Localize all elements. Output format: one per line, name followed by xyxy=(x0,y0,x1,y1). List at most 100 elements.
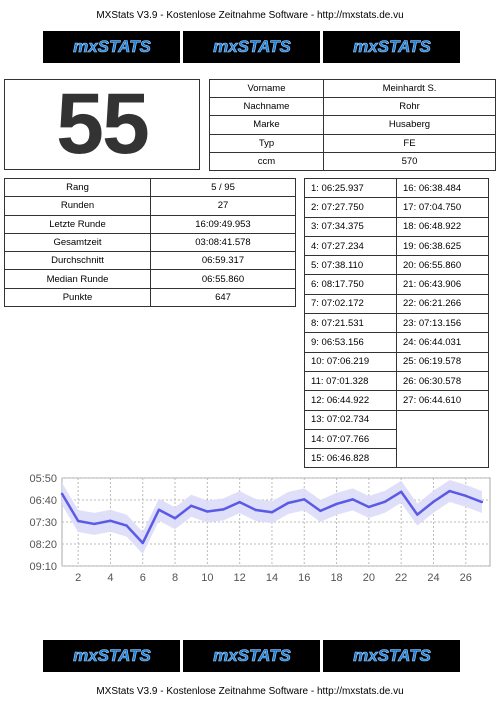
logo-text: mxSTATS xyxy=(353,646,431,665)
field-label: Marke xyxy=(209,115,324,135)
table-row: 2: 07:27.750 17: 07:04.750 xyxy=(304,197,489,218)
stat-value: 06:55.860 xyxy=(150,269,296,289)
x-tick-label: 20 xyxy=(363,572,375,584)
table-row: Punkte 647 xyxy=(4,287,296,308)
lap-time: 8: 07:21.531 xyxy=(304,313,397,334)
table-row: 10: 07:06.219 25: 06:19.578 xyxy=(304,351,489,372)
table-row: 3: 07:34.375 18: 06:48.922 xyxy=(304,216,489,237)
x-tick-label: 8 xyxy=(172,572,178,584)
lap-time: 24: 06:44.031 xyxy=(396,332,489,353)
data-point xyxy=(173,517,177,520)
stat-label: Gesamtzeit xyxy=(4,232,151,253)
lap-time: 7: 07:02.172 xyxy=(304,293,397,315)
table-row: 1: 06:25.937 16: 06:38.484 xyxy=(304,177,489,199)
data-point xyxy=(222,508,225,511)
data-point xyxy=(254,508,258,512)
table-row: 14: 07:07.766 xyxy=(304,428,489,450)
data-point xyxy=(383,500,387,503)
x-tick-label: 10 xyxy=(201,572,213,584)
data-point xyxy=(141,541,144,545)
lap-time: 21: 06:43.906 xyxy=(396,274,489,295)
stat-label: Durchschnitt xyxy=(4,251,151,271)
field-value: Meinhardt S. xyxy=(323,78,496,99)
data-point xyxy=(125,524,128,527)
x-tick-label: 12 xyxy=(234,572,246,584)
rider-number: 55 xyxy=(56,76,150,172)
table-row: 5: 07:38.110 20: 06:55.860 xyxy=(304,255,489,276)
data-point xyxy=(157,508,161,511)
lap-time: 11: 07:01.328 xyxy=(304,370,397,392)
table-row: Marke Husaberg xyxy=(209,115,496,135)
series-band xyxy=(62,480,482,555)
data-point xyxy=(76,519,80,523)
lap-time: 12: 06:44.922 xyxy=(304,390,397,411)
x-tick-label: 24 xyxy=(427,572,439,584)
empty-cell xyxy=(397,410,489,429)
lap-time: 26: 06:30.578 xyxy=(396,370,489,392)
data-point xyxy=(270,511,274,514)
table-row: 9: 06:53.156 24: 06:44.031 xyxy=(304,332,489,353)
field-label: Vorname xyxy=(209,78,324,99)
stats-table: Rang 5 / 95 Runden 27 Letzte Runde 16:09:49… xyxy=(4,177,296,308)
table-row: 12: 06:44.922 27: 06:44.610 xyxy=(304,390,489,411)
table-row: 11: 07:01.328 26: 06:30.578 xyxy=(304,370,489,392)
field-value: FE xyxy=(323,133,496,153)
table-row: Durchschnitt 06:59.317 xyxy=(4,251,296,271)
mxstats-logo: mxSTATS xyxy=(43,640,180,672)
table-row: Nachname Rohr xyxy=(209,97,496,117)
logo-row-top: mxSTATS mxSTATS mxSTATS xyxy=(43,31,460,63)
data-point xyxy=(303,498,306,501)
table-row: 15: 06:46.828 xyxy=(304,448,489,469)
data-point xyxy=(93,522,96,526)
mxstats-logo: mxSTATS xyxy=(183,640,320,672)
lap-time: 19: 06:38.625 xyxy=(396,235,489,257)
x-tick-label: 22 xyxy=(395,572,407,584)
x-tick-label: 16 xyxy=(298,572,310,584)
lap-time: 20: 06:55.860 xyxy=(396,255,489,276)
table-row: ccm 570 xyxy=(209,151,496,171)
stat-label: Punkte xyxy=(4,287,151,308)
data-point xyxy=(416,513,419,516)
y-tick-label: 06:40 xyxy=(29,495,57,507)
x-tick-label: 14 xyxy=(266,572,278,584)
table-row: Median Runde 06:55.860 xyxy=(4,269,296,289)
rider-number-box: 55 xyxy=(4,76,200,172)
lap-times-table: 1: 06:25.937 16: 06:38.484 2: 07:27.750 17… xyxy=(304,177,489,469)
mxstats-logo: mxSTATS xyxy=(323,31,460,63)
data-point xyxy=(464,494,467,498)
data-point xyxy=(480,500,484,504)
x-tick-label: 26 xyxy=(460,572,472,584)
mxstats-logo: mxSTATS xyxy=(323,640,460,672)
table-row: 13: 07:02.734 xyxy=(304,409,489,430)
mxstats-logo: mxSTATS xyxy=(43,31,180,63)
field-value: Husaberg xyxy=(323,115,496,135)
lap-time: 27: 06:44.610 xyxy=(396,390,489,411)
field-label: ccm xyxy=(209,151,324,171)
logo-row-bottom: mxSTATS mxSTATS mxSTATS xyxy=(43,640,460,672)
y-tick-label: 09:10 xyxy=(29,561,57,573)
x-tick-label: 2 xyxy=(75,572,81,584)
table-row: 7: 07:02.172 22: 06:21.266 xyxy=(304,293,489,315)
table-row: 6: 08:17.750 21: 06:43.906 xyxy=(304,274,489,295)
stat-value: 5 / 95 xyxy=(150,177,296,198)
lap-time: 2: 07:27.750 xyxy=(304,197,397,218)
table-row: Rang 5 / 95 xyxy=(4,177,296,198)
logo-text: mxSTATS xyxy=(353,37,431,56)
stat-label: Median Runde xyxy=(4,269,151,289)
logo-text: mxSTATS xyxy=(73,646,151,665)
data-point xyxy=(367,505,371,509)
stat-label: Runden xyxy=(4,196,151,216)
logo-text: mxSTATS xyxy=(213,646,291,665)
field-value: 570 xyxy=(323,151,496,171)
data-point xyxy=(351,498,354,501)
header-text: MXStats V3.9 - Kostenlose Zeitnahme Soft… xyxy=(96,10,404,21)
data-point xyxy=(60,492,64,495)
mxstats-logo: mxSTATS xyxy=(183,31,320,63)
y-tick-label: 07:30 xyxy=(29,517,57,529)
empty-cell xyxy=(397,429,489,448)
lap-time: 9: 06:53.156 xyxy=(304,332,397,353)
data-point xyxy=(190,504,193,508)
data-point xyxy=(432,500,435,503)
logo-text: mxSTATS xyxy=(213,37,291,56)
lap-time: 23: 07:13.156 xyxy=(396,313,489,334)
